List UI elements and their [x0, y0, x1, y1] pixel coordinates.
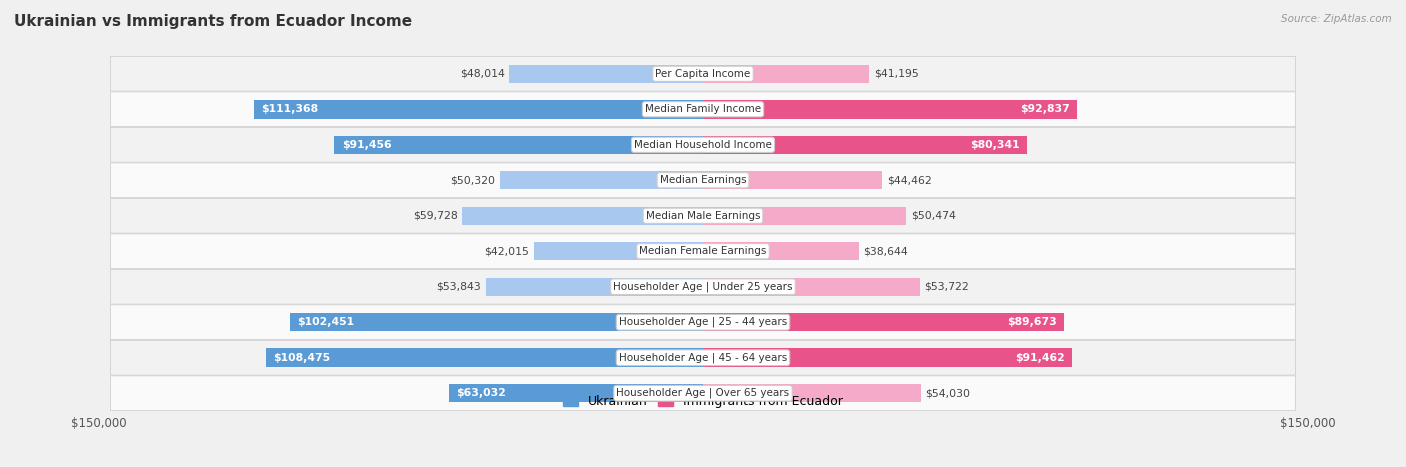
FancyBboxPatch shape — [111, 127, 1295, 162]
Bar — [509, 64, 703, 83]
Bar — [703, 100, 1077, 119]
Text: $59,728: $59,728 — [413, 211, 457, 221]
Text: $44,462: $44,462 — [887, 175, 932, 185]
FancyBboxPatch shape — [111, 163, 1295, 198]
Legend: Ukrainian, Immigrants from Ecuador: Ukrainian, Immigrants from Ecuador — [564, 395, 842, 408]
Text: Median Family Income: Median Family Income — [645, 104, 761, 114]
Text: $38,644: $38,644 — [863, 246, 908, 256]
Text: $92,837: $92,837 — [1021, 104, 1070, 114]
Bar — [703, 171, 882, 190]
Text: $54,030: $54,030 — [925, 388, 970, 398]
Bar — [703, 348, 1071, 367]
Text: Median Female Earnings: Median Female Earnings — [640, 246, 766, 256]
Bar — [290, 313, 703, 332]
Text: $91,462: $91,462 — [1015, 353, 1064, 363]
Bar — [449, 384, 703, 403]
Text: $91,456: $91,456 — [342, 140, 391, 150]
Text: $48,014: $48,014 — [460, 69, 505, 79]
Text: $50,320: $50,320 — [450, 175, 495, 185]
Text: Householder Age | Under 25 years: Householder Age | Under 25 years — [613, 282, 793, 292]
Bar — [501, 171, 703, 190]
Bar — [703, 277, 920, 296]
Bar — [534, 242, 703, 261]
Bar — [463, 206, 703, 225]
FancyBboxPatch shape — [111, 376, 1295, 410]
Bar — [703, 206, 907, 225]
Bar — [486, 277, 703, 296]
Text: $108,475: $108,475 — [273, 353, 330, 363]
Text: $53,722: $53,722 — [924, 282, 969, 292]
Text: $102,451: $102,451 — [297, 317, 354, 327]
Text: $63,032: $63,032 — [456, 388, 506, 398]
Text: $111,368: $111,368 — [262, 104, 319, 114]
FancyBboxPatch shape — [111, 234, 1295, 269]
Bar — [703, 135, 1026, 154]
Text: Per Capita Income: Per Capita Income — [655, 69, 751, 79]
Text: Median Male Earnings: Median Male Earnings — [645, 211, 761, 221]
Text: Householder Age | 45 - 64 years: Householder Age | 45 - 64 years — [619, 353, 787, 363]
Text: $50,474: $50,474 — [911, 211, 956, 221]
FancyBboxPatch shape — [111, 57, 1295, 91]
Text: Median Earnings: Median Earnings — [659, 175, 747, 185]
Bar — [703, 64, 869, 83]
Text: Source: ZipAtlas.com: Source: ZipAtlas.com — [1281, 14, 1392, 24]
Text: $41,195: $41,195 — [875, 69, 918, 79]
FancyBboxPatch shape — [111, 92, 1295, 127]
FancyBboxPatch shape — [111, 305, 1295, 340]
FancyBboxPatch shape — [111, 198, 1295, 233]
FancyBboxPatch shape — [111, 269, 1295, 304]
Text: $89,673: $89,673 — [1008, 317, 1057, 327]
Text: Median Household Income: Median Household Income — [634, 140, 772, 150]
Text: Householder Age | 25 - 44 years: Householder Age | 25 - 44 years — [619, 317, 787, 327]
Bar — [266, 348, 703, 367]
Text: Ukrainian vs Immigrants from Ecuador Income: Ukrainian vs Immigrants from Ecuador Inc… — [14, 14, 412, 29]
Text: $80,341: $80,341 — [970, 140, 1019, 150]
Text: Householder Age | Over 65 years: Householder Age | Over 65 years — [616, 388, 790, 398]
Bar — [335, 135, 703, 154]
Bar — [703, 242, 859, 261]
Bar — [254, 100, 703, 119]
Text: $42,015: $42,015 — [484, 246, 529, 256]
FancyBboxPatch shape — [111, 340, 1295, 375]
Bar — [703, 313, 1064, 332]
Bar — [703, 384, 921, 403]
Text: $53,843: $53,843 — [436, 282, 481, 292]
